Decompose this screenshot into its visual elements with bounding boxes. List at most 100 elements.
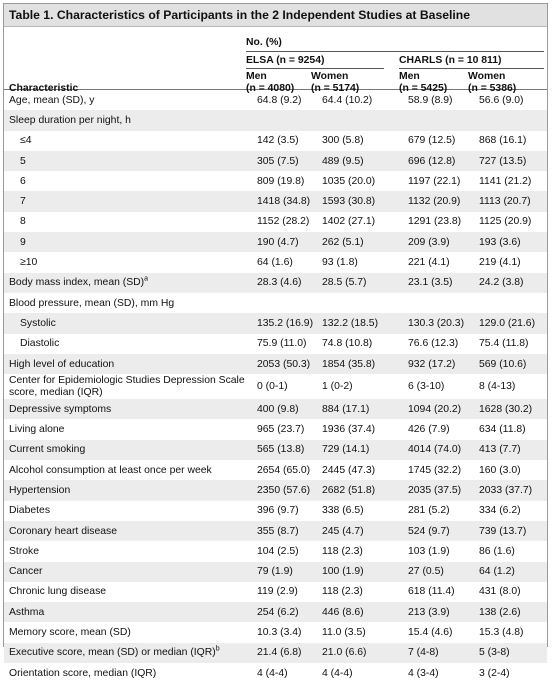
row-label: Center for Epidemiologic Studies Depress…	[9, 375, 245, 398]
table-row: Asthma 254 (6.2) 446 (8.6) 213 (3.9) 138 (2.…	[4, 602, 547, 623]
no-pct-label: No. (%)	[246, 37, 282, 48]
table-row: Systolic 135.2 (16.9) 132.2 (18.5) 130.3 (2…	[4, 313, 547, 334]
cell-value: 965 (23.7)	[257, 424, 305, 436]
cell-value: 93 (1.8)	[322, 257, 358, 269]
table-row: Cancer 79 (1.9) 100 (1.9) 27 (0.5) 64 (1.2)	[4, 561, 547, 582]
cell-value: 868 (16.1)	[479, 135, 527, 147]
table-row: ≥10 64 (1.6) 93 (1.8) 221 (4.1) 219 (4.1)	[4, 252, 547, 272]
cell-value: 8 (4-13)	[479, 381, 516, 393]
row-label: Age, mean (SD), y	[9, 94, 95, 106]
table-row: Sleep duration per night, h	[4, 110, 547, 131]
cell-value: 2350 (57.6)	[257, 480, 322, 501]
cell-value: 75.9 (11.0)	[257, 338, 307, 350]
cell-value: 28.5 (5.7)	[322, 272, 408, 293]
cell-value: 1141 (21.2)	[479, 175, 532, 187]
table-row: Orientation score, median (IQR) 4 (4-4) 4 …	[4, 663, 547, 683]
cell-value: 2035 (37.5)	[408, 480, 479, 501]
cell-value: 1402 (27.1)	[322, 216, 376, 228]
cell-value: 4 (4-4)	[322, 667, 353, 679]
cell-value	[257, 293, 322, 313]
cell-value: 1628 (30.2)	[479, 399, 547, 420]
row-label: Memory score, mean (SD)	[9, 627, 131, 639]
cell-value: 79 (1.9)	[257, 561, 322, 582]
cell-value: 75.4 (11.8)	[479, 338, 529, 350]
table-row: Alcohol consumption at least once per we…	[4, 460, 547, 480]
cell-value: 15.3 (4.8)	[479, 627, 524, 639]
elsa-label: ELSA (n = 9254)	[246, 55, 325, 66]
cell-value: 569 (10.6)	[479, 353, 547, 375]
cell-value: 64.8 (9.2)	[257, 94, 302, 106]
cell-value: 7 (4-8)	[408, 642, 479, 664]
cell-value: 74.8 (10.8)	[322, 338, 373, 350]
charls-label: CHARLS (n = 10 811)	[399, 55, 502, 66]
cell-value: 100 (1.9)	[322, 561, 408, 582]
row-label: Sleep duration per night, h	[4, 110, 257, 131]
cell-value: 729 (14.1)	[322, 439, 408, 461]
elsa-rule	[246, 68, 384, 69]
characteristic-header: Characteristic	[9, 83, 79, 94]
table-title: Table 1. Characteristics of Participants…	[4, 4, 547, 27]
cell-value	[408, 293, 479, 313]
charls-women-header: Women (n = 5386)	[468, 71, 517, 94]
row-label: 7	[4, 191, 257, 212]
cell-value: 21.4 (6.8)	[257, 642, 322, 664]
cell-value: 193 (3.6)	[479, 232, 547, 253]
cell-value: 118 (2.3)	[322, 586, 363, 598]
cell-value: 2654 (65.0)	[257, 464, 311, 476]
cell-value: 739 (13.7)	[479, 520, 547, 542]
cell-value: 254 (6.2)	[257, 602, 322, 623]
row-label: ≤4	[20, 135, 32, 147]
row-label: ≥10	[20, 257, 38, 269]
row-label: Coronary heart disease	[4, 520, 257, 542]
row-label: Living alone	[9, 424, 65, 436]
cell-value: 190 (4.7)	[257, 232, 322, 253]
row-label: Chronic lung disease	[9, 586, 107, 598]
cell-value: 103 (1.9)	[408, 545, 450, 557]
cell-value: 618 (11.4)	[408, 586, 455, 598]
table-frame: Table 1. Characteristics of Participants…	[3, 3, 548, 679]
row-label: Cancer	[4, 561, 257, 582]
cell-value: 355 (8.7)	[257, 520, 322, 542]
cell-value: 1936 (37.4)	[322, 424, 376, 436]
cell-value: 727 (13.5)	[479, 150, 547, 172]
cell-value: 56.6 (9.0)	[479, 94, 524, 106]
table-row: Stroke 104 (2.5) 118 (2.3) 103 (1.9) 86 (1.6…	[4, 541, 547, 561]
cell-value: 15.4 (4.6)	[408, 627, 453, 639]
cell-value: 1113 (20.7)	[479, 191, 547, 212]
cell-value: 11.0 (3.5)	[322, 627, 366, 639]
cell-value: 2033 (37.7)	[479, 480, 547, 501]
row-label: Systolic	[4, 313, 257, 334]
table-row: Executive score, mean (SD) or median (IQ…	[4, 642, 547, 664]
table-row: Center for Epidemiologic Studies Depress…	[4, 374, 547, 399]
cell-value: 396 (9.7)	[257, 505, 299, 517]
table-row: Body mass index, mean (SD)a 28.3 (4.6) 28.…	[4, 272, 547, 293]
table-row: Age, mean (SD), y 64.8 (9.2) 64.4 (10.2) 58…	[4, 90, 547, 110]
cell-value: 262 (5.1)	[322, 232, 408, 253]
cell-value: 142 (3.5)	[257, 135, 299, 147]
cell-value: 5 (3-8)	[479, 642, 547, 664]
table-row: Chronic lung disease 119 (2.9) 118 (2.3) 61…	[4, 582, 547, 602]
footnote-marker: a	[144, 275, 149, 283]
cell-value: 2053 (50.3)	[257, 353, 322, 375]
row-label: 5	[4, 150, 257, 172]
row-label: Executive score, mean (SD) or median (IQ…	[4, 642, 257, 664]
cell-value: 209 (3.9)	[408, 232, 479, 253]
cell-value: 58.9 (8.9)	[408, 94, 453, 106]
cell-value: 119 (2.9)	[257, 586, 298, 598]
cell-value: 64 (1.2)	[479, 561, 547, 582]
cell-value: 76.6 (12.3)	[408, 338, 459, 350]
cell-value: 1132 (20.9)	[408, 191, 479, 212]
cell-value: 400 (9.8)	[257, 399, 322, 420]
cell-value: 1152 (28.2)	[257, 216, 310, 228]
cell-value: 23.1 (3.5)	[408, 272, 479, 293]
elsa-men-header: Men (n = 4080)	[246, 71, 295, 94]
cell-value: 431 (8.0)	[479, 586, 521, 598]
row-label: Hypertension	[4, 480, 257, 501]
row-label: Asthma	[4, 602, 257, 623]
footnote-marker: b	[215, 645, 220, 653]
row-label: Stroke	[9, 545, 40, 557]
cell-value: 565 (13.8)	[257, 439, 322, 461]
charls-rule	[399, 68, 544, 69]
cell-value	[322, 293, 408, 313]
cell-value: 281 (5.2)	[408, 505, 450, 517]
